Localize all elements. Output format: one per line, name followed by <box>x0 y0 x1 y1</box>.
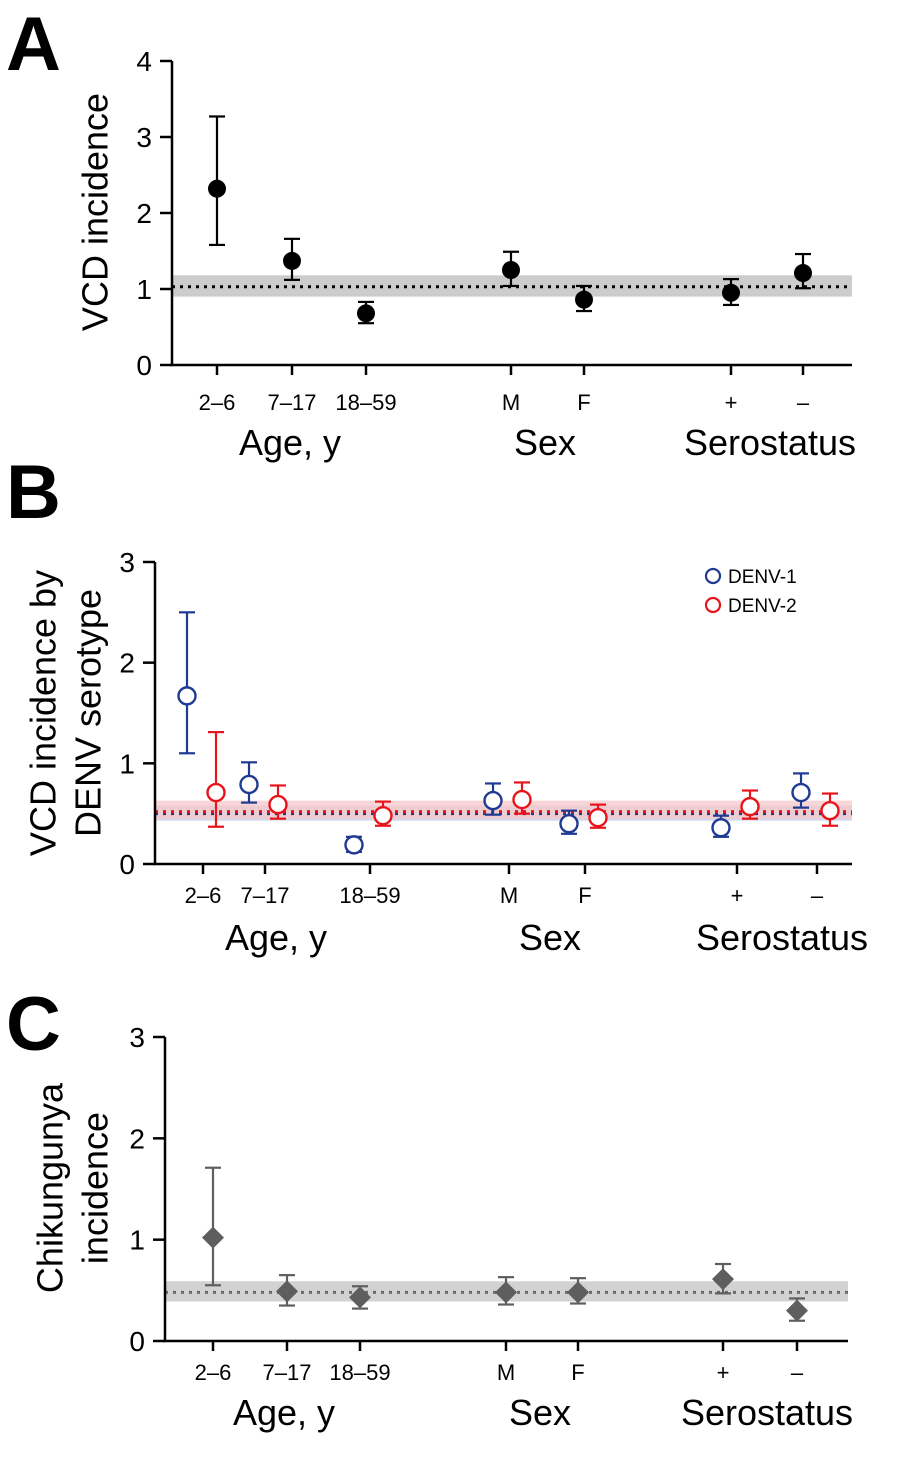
data-point-denv-1 <box>177 686 197 706</box>
data-point-denv-2 <box>820 800 840 821</box>
x-tick-label: F <box>571 1360 584 1385</box>
data-point-series <box>283 251 301 270</box>
legend: DENV-1 DENV-2 <box>704 567 797 617</box>
error-bar-denv-1 <box>179 611 195 755</box>
x-tick-label: – <box>811 883 824 908</box>
legend-marker-denv-2 <box>704 596 722 614</box>
data-point-series <box>349 1286 371 1309</box>
panel-a: A 0 1 2 3 4 2–6 7–17 18–59 M F + – Age, y Sex Serostatu… <box>6 2 856 463</box>
x-tick-label: + <box>717 1360 730 1385</box>
x-tick-label: 18–59 <box>329 1360 390 1385</box>
data-point-series <box>502 261 520 279</box>
legend-label: DENV-2 <box>728 596 797 617</box>
data-point-series <box>495 1281 517 1304</box>
y-tick-label: 2 <box>136 198 152 229</box>
data-point-series <box>567 1281 589 1304</box>
x-tick-label: F <box>578 883 591 908</box>
x-tick-label: 2–6 <box>185 883 222 908</box>
y-axis-label-line: VCD incidence <box>75 93 116 331</box>
y-tick-label: 2 <box>119 648 135 679</box>
data-point-series <box>794 264 812 283</box>
x-tick-label: M <box>500 883 518 908</box>
y-axis-label-line: incidence <box>75 1112 116 1264</box>
x-tick-label: 7–17 <box>263 1360 312 1385</box>
panel-c: C 0 1 2 3 2–6 7–17 18–59 M F + – Age, y Sex Serostatus… <box>6 982 853 1433</box>
y-tick-label: 3 <box>136 122 152 153</box>
y-tick-label: 0 <box>129 1326 145 1357</box>
group-label: Age, y <box>239 422 341 463</box>
x-tick-label: 2–6 <box>195 1360 232 1385</box>
data-point-denv-2 <box>512 789 532 810</box>
y-tick-label: 3 <box>129 1022 145 1053</box>
data-point-denv-1 <box>791 782 811 803</box>
data-point-denv-1 <box>483 790 503 811</box>
x-tick-label: M <box>502 390 520 415</box>
x-tick-label: 2–6 <box>199 390 236 415</box>
data-point-denv-1 <box>344 835 364 855</box>
x-tick-label: 7–17 <box>241 883 290 908</box>
group-label: Serostatus <box>681 1392 853 1433</box>
group-label: Serostatus <box>684 422 856 463</box>
data-point-series <box>786 1299 808 1322</box>
error-bar-denv-2 <box>208 731 224 828</box>
panel-letter: B <box>6 450 61 535</box>
data-point-denv-2 <box>588 807 608 828</box>
data-point-series <box>208 179 226 198</box>
data-point-denv-2 <box>740 796 760 817</box>
group-label: Sex <box>509 1392 571 1433</box>
group-label: Serostatus <box>696 917 868 958</box>
panel-letter: A <box>6 2 61 87</box>
y-tick-label: 0 <box>136 350 152 381</box>
data-point-denv-1 <box>239 774 259 795</box>
data-point-denv-1 <box>559 814 579 834</box>
y-axis-label-line: Chikungunya <box>30 1082 71 1293</box>
data-point-series <box>276 1280 298 1303</box>
error-bar-series <box>205 1166 221 1287</box>
group-label: Age, y <box>225 917 327 958</box>
data-point-denv-1 <box>711 818 731 838</box>
y-tick-label: 1 <box>119 748 135 779</box>
data-point-series <box>722 283 740 302</box>
data-point-denv-2 <box>268 794 288 815</box>
x-tick-label: – <box>797 390 810 415</box>
panel-letter: C <box>6 982 61 1067</box>
group-label: Age, y <box>233 1392 335 1433</box>
data-point-series <box>357 304 375 323</box>
x-tick-label: F <box>577 390 590 415</box>
x-tick-label: + <box>731 883 744 908</box>
group-label: Sex <box>519 917 581 958</box>
x-tick-label: 7–17 <box>268 390 317 415</box>
x-tick-label: 18–59 <box>339 883 400 908</box>
y-tick-label: 1 <box>136 274 152 305</box>
legend-marker-denv-1 <box>704 567 722 585</box>
data-point-series <box>575 290 593 309</box>
x-tick-label: – <box>791 1360 804 1385</box>
y-tick-label: 0 <box>119 849 135 880</box>
data-point-series <box>202 1226 224 1249</box>
data-point-denv-2 <box>373 805 393 826</box>
group-label: Sex <box>514 422 576 463</box>
x-tick-label: 18–59 <box>335 390 396 415</box>
data-point-series <box>712 1268 734 1291</box>
y-tick-label: 1 <box>129 1225 145 1256</box>
x-tick-label: M <box>497 1360 515 1385</box>
y-tick-label: 3 <box>119 547 135 578</box>
y-axis-label-line: DENV serotype <box>68 589 109 837</box>
y-tick-label: 4 <box>136 46 152 77</box>
y-tick-label: 2 <box>129 1123 145 1154</box>
legend-label: DENV-1 <box>728 567 797 588</box>
x-tick-label: + <box>725 390 738 415</box>
data-point-denv-2 <box>206 782 226 803</box>
panel-b: B 0 1 2 3 2–6 7–17 18–59 M F + – Age, y Sex Serostatus… <box>6 450 868 958</box>
y-axis-label-line: VCD incidence by <box>23 570 64 856</box>
